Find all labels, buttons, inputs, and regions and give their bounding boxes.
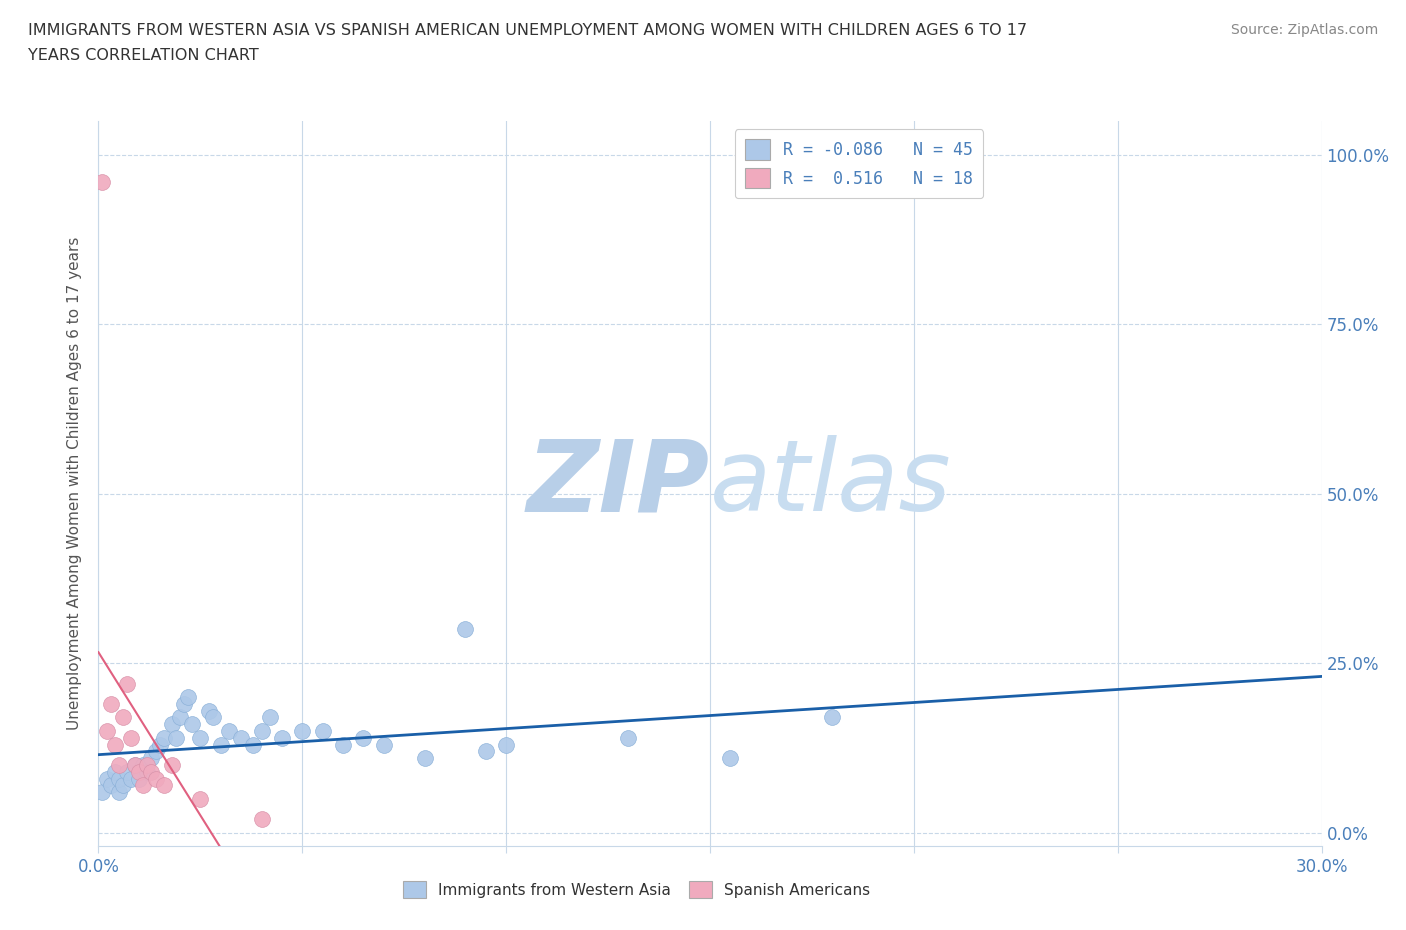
Point (136, 764, 159, 779)
Point (124, 758, 146, 773)
Point (169, 710, 191, 724)
Text: ZIP: ZIP (527, 435, 710, 532)
Point (291, 724, 314, 738)
Point (152, 777, 174, 792)
Point (96, 771, 118, 786)
Point (197, 703, 219, 718)
Text: Source: ZipAtlas.com: Source: ZipAtlas.com (1230, 23, 1378, 37)
Point (152, 730, 174, 745)
Point (145, 771, 167, 786)
Legend: Immigrants from Western Asia, Spanish Americans: Immigrants from Western Asia, Spanish Am… (396, 875, 876, 904)
Point (352, 730, 374, 745)
Point (104, 764, 127, 779)
Point (132, 777, 155, 792)
Point (132, 758, 155, 773)
Point (120, 730, 142, 745)
Point (209, 737, 232, 752)
Point (120, 771, 142, 786)
Point (474, 744, 498, 759)
Point (495, 737, 517, 752)
Point (145, 744, 167, 759)
Point (91, 785, 114, 800)
Point (181, 717, 204, 732)
Point (332, 737, 354, 752)
Point (720, 751, 742, 765)
Point (115, 676, 138, 691)
Point (136, 758, 159, 773)
Point (141, 751, 163, 765)
Point (201, 710, 224, 724)
Point (188, 730, 212, 745)
Point (242, 737, 264, 752)
Point (111, 710, 134, 724)
Point (141, 764, 163, 779)
Text: atlas: atlas (710, 435, 952, 532)
Point (100, 697, 122, 711)
Text: IMMIGRANTS FROM WESTERN ASIA VS SPANISH AMERICAN UNEMPLOYMENT AMONG WOMEN WITH C: IMMIGRANTS FROM WESTERN ASIA VS SPANISH … (28, 23, 1028, 38)
Point (413, 751, 436, 765)
Point (173, 697, 195, 711)
Point (312, 724, 335, 738)
Point (259, 710, 281, 724)
Point (617, 730, 640, 745)
Point (160, 758, 183, 773)
Point (454, 622, 477, 637)
Point (104, 737, 127, 752)
Point (96, 724, 118, 738)
Point (108, 771, 131, 786)
Point (128, 771, 150, 786)
Point (160, 717, 183, 732)
Point (149, 737, 172, 752)
Point (108, 758, 131, 773)
Point (250, 724, 273, 738)
Point (231, 730, 253, 745)
Y-axis label: Unemployment Among Women with Children Ages 6 to 17 years: Unemployment Among Women with Children A… (67, 237, 83, 730)
Point (250, 812, 273, 827)
Point (108, 785, 131, 800)
Point (373, 737, 395, 752)
Point (111, 777, 134, 792)
Point (218, 724, 240, 738)
Point (821, 710, 844, 724)
Point (188, 791, 212, 806)
Point (100, 777, 122, 792)
Point (124, 758, 146, 773)
Point (115, 764, 138, 779)
Text: YEARS CORRELATION CHART: YEARS CORRELATION CHART (28, 48, 259, 63)
Point (165, 730, 187, 745)
Point (128, 764, 150, 779)
Point (91, 175, 114, 190)
Point (270, 730, 294, 745)
Point (177, 690, 200, 705)
